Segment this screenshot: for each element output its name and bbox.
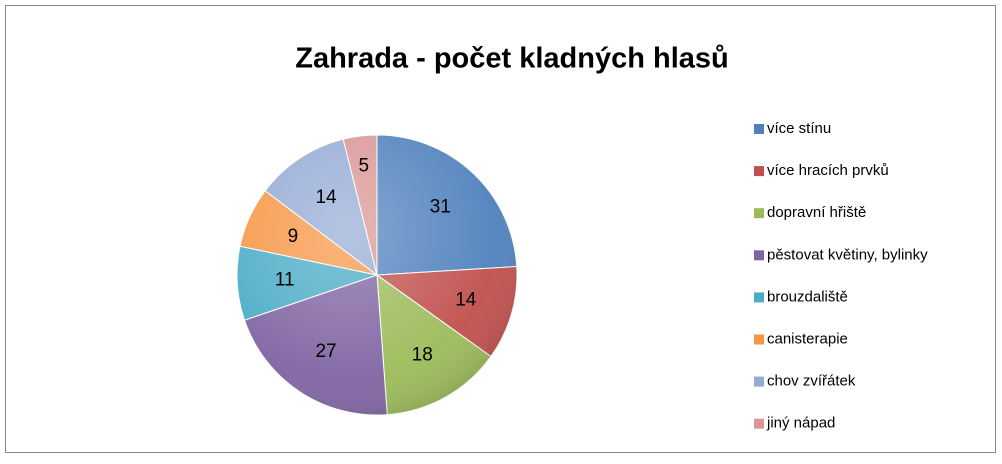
legend-label: více stínu [767, 120, 831, 137]
legend-swatch [754, 376, 764, 387]
legend-label: dopravní hřiště [767, 204, 866, 221]
data-label: 9 [288, 226, 299, 247]
legend-swatch [754, 418, 764, 429]
legend-swatch [754, 124, 764, 134]
legend-swatch [754, 334, 764, 345]
data-label: 11 [275, 270, 295, 291]
data-label: 18 [412, 345, 433, 366]
chart-title: Zahrada - počet kladných hlasů [295, 43, 729, 75]
legend-label: jiný nápad [766, 415, 835, 432]
legend-label: canisterapie [767, 330, 848, 347]
data-label: 14 [455, 290, 477, 311]
legend: více stínu více hracích prvků dopravní hři… [754, 120, 928, 432]
legend-swatch [754, 208, 764, 219]
data-label: 5 [358, 156, 369, 177]
legend-label: chov zvířátek [767, 373, 856, 390]
legend-swatch [754, 250, 764, 261]
legend-swatch [754, 292, 764, 303]
legend-label: brouzdaliště [767, 288, 848, 305]
legend-label: pěstovat květiny, bylinky [767, 246, 928, 263]
data-label: 31 [430, 197, 451, 218]
legend-label: více hracích prvků [767, 162, 889, 179]
legend-swatch [754, 166, 764, 177]
data-label: 27 [315, 341, 336, 362]
data-label: 14 [315, 187, 337, 208]
